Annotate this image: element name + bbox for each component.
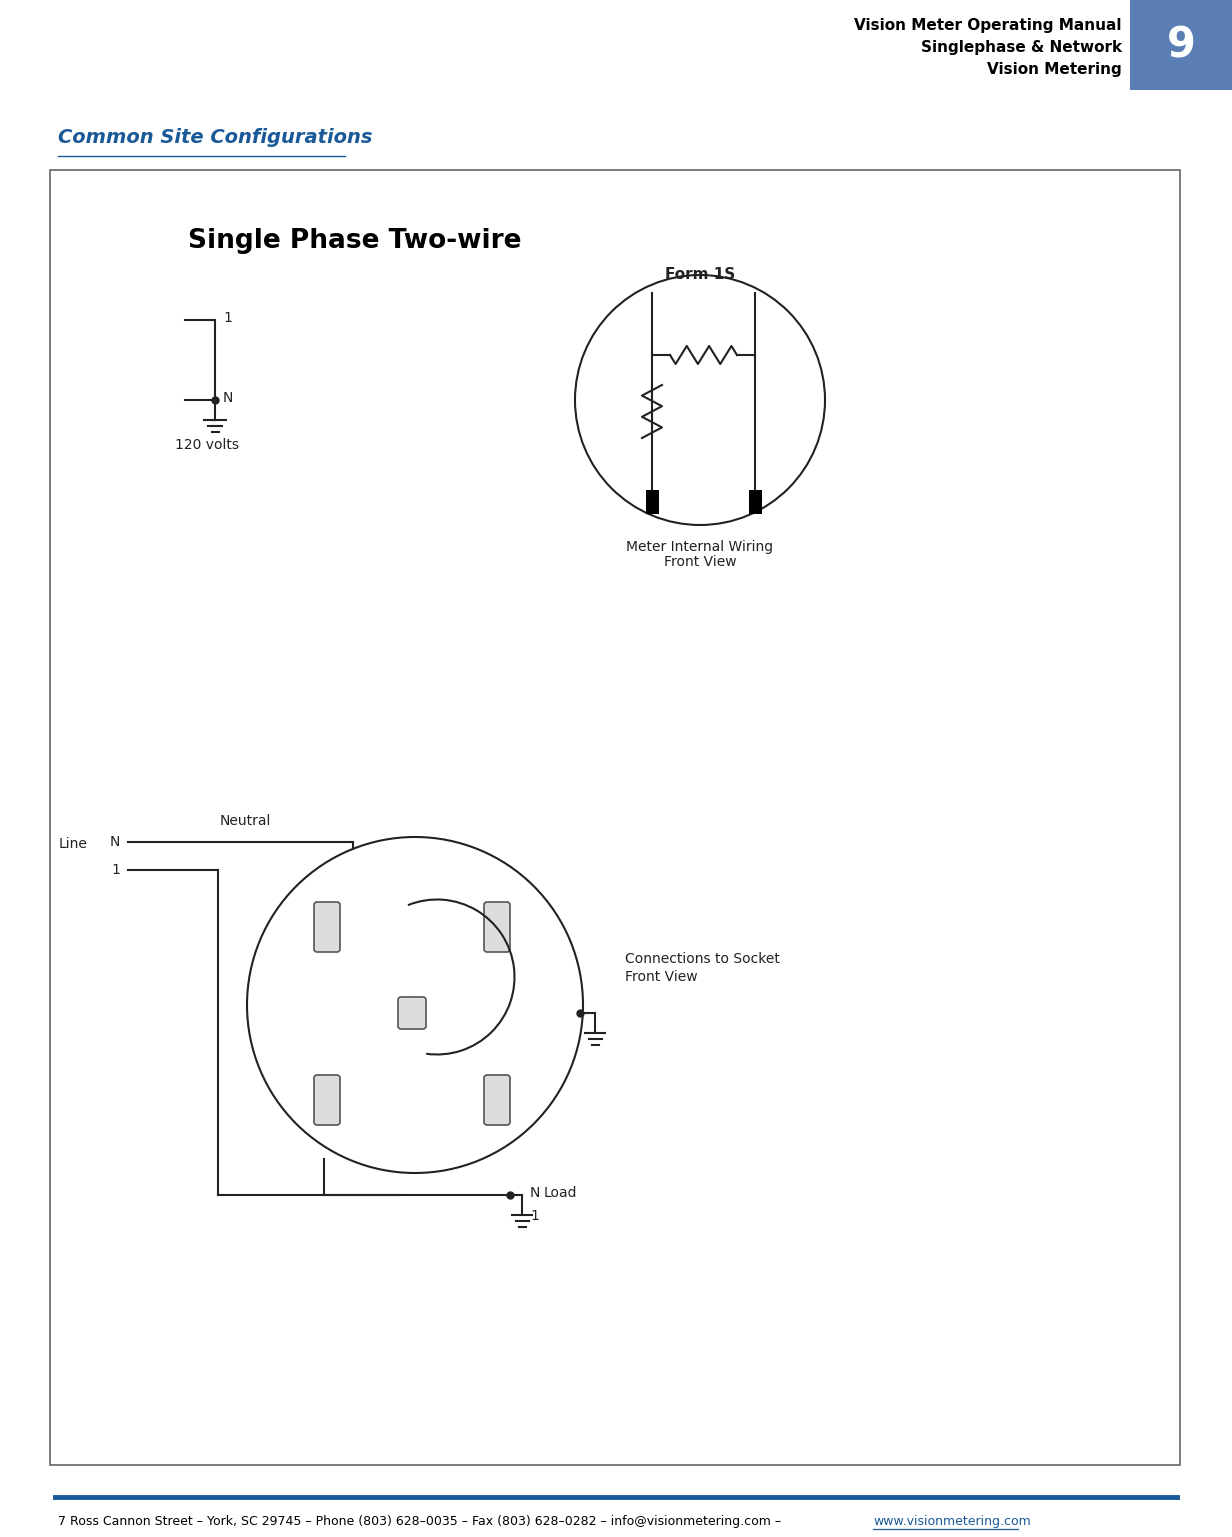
FancyBboxPatch shape (398, 998, 426, 1028)
Text: 120 volts: 120 volts (175, 438, 239, 452)
Text: Singlephase & Network: Singlephase & Network (920, 40, 1122, 55)
Text: Vision Metering: Vision Metering (987, 61, 1122, 77)
Text: Connections to Socket: Connections to Socket (625, 951, 780, 965)
Text: 1: 1 (530, 1210, 538, 1223)
Text: Neutral: Neutral (221, 815, 271, 828)
Text: 1: 1 (111, 862, 120, 878)
Text: Meter Internal Wiring: Meter Internal Wiring (626, 539, 774, 553)
Text: Line: Line (59, 838, 87, 851)
Text: 1: 1 (223, 310, 232, 324)
Text: Common Site Configurations: Common Site Configurations (58, 128, 372, 148)
Text: www.visionmetering.com: www.visionmetering.com (873, 1515, 1031, 1528)
Text: N: N (530, 1187, 541, 1200)
Text: N: N (110, 835, 120, 848)
Bar (1130, 0, 1232, 91)
Text: Vision Meter Operating Manual: Vision Meter Operating Manual (855, 18, 1122, 32)
Bar (646, 490, 658, 513)
FancyBboxPatch shape (314, 902, 340, 951)
FancyBboxPatch shape (484, 1074, 510, 1125)
Text: Front View: Front View (625, 970, 697, 984)
Text: 7 Ross Cannon Street – York, SC 29745 – Phone (803) 628–0035 – Fax (803) 628–028: 7 Ross Cannon Street – York, SC 29745 – … (58, 1515, 785, 1528)
Text: Load: Load (545, 1187, 578, 1200)
FancyBboxPatch shape (314, 1074, 340, 1125)
Text: Front View: Front View (664, 555, 737, 569)
Text: N: N (223, 390, 233, 406)
FancyBboxPatch shape (484, 902, 510, 951)
Text: Single Phase Two-wire: Single Phase Two-wire (188, 227, 521, 254)
Text: 9: 9 (1167, 25, 1195, 66)
Bar (51, 171, 1180, 1465)
Bar (749, 490, 761, 513)
Text: Form 1S: Form 1S (665, 267, 736, 281)
